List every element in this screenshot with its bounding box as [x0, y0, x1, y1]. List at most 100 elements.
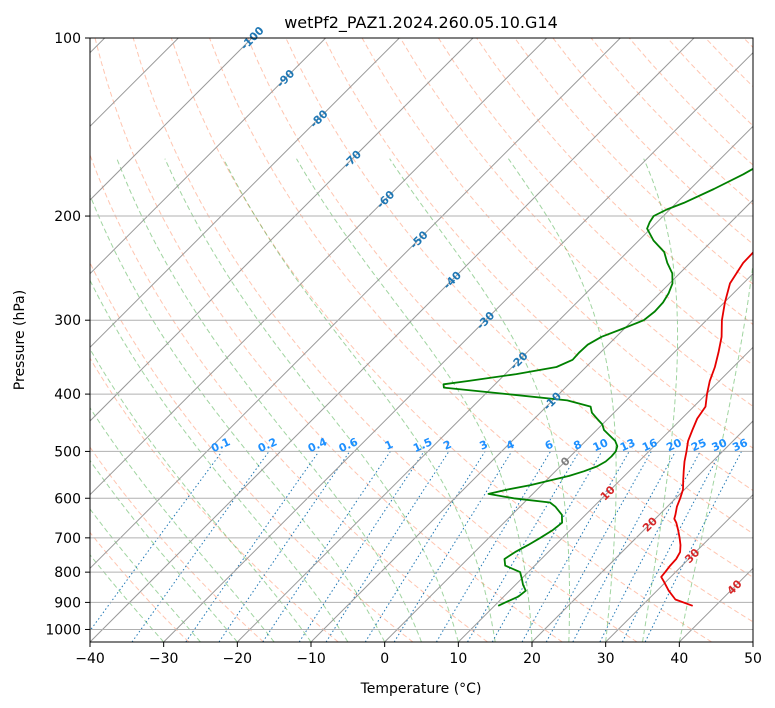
isotherm-line: [531, 420, 753, 642]
y-tick-label: 100: [54, 31, 81, 47]
dry-adiabat: [247, 38, 753, 578]
mixing-ratio-line: [325, 451, 450, 642]
grid: [90, 38, 753, 642]
mixing-ratio-label: 30: [710, 436, 730, 454]
x-axis: −40 −30 −20 −10 0 10 20 30 40 50: [75, 642, 762, 667]
temperature-line: [660, 251, 753, 607]
mixing-ratio-label: 20: [664, 436, 684, 454]
mixing-ratio-line: [90, 451, 223, 632]
y-tick-label: 900: [54, 595, 81, 611]
isoline-labels: 0.1 0.2 0.4 0.6 1 1.5 2 3 4 6 8 10 13 16 20 25 30 36-100-…: [209, 24, 750, 598]
x-tick-label: −40: [75, 651, 105, 667]
chart-title: wetPf2_PAZ1.2024.260.05.10.G14: [284, 13, 558, 33]
moist-adiabat: [678, 260, 753, 642]
isotherm-line: [90, 38, 474, 422]
isotherm-line: [236, 125, 753, 642]
isotherm-line: [90, 38, 548, 496]
moist-adiabat: [90, 554, 165, 642]
dry-adiabat: [209, 38, 753, 623]
mixing-ratio-line: [599, 451, 701, 642]
y-axis: 100 200 300 400 500 600 700 800 900 1000: [45, 31, 90, 638]
y-tick-label: 1000: [45, 622, 81, 638]
dry-adiabat: [90, 446, 264, 642]
x-tick-label: −10: [296, 651, 326, 667]
dry-adiabat: [437, 38, 753, 366]
mixing-ratio-line: [185, 451, 320, 642]
mixing-ratio-label: 0.6: [337, 435, 360, 455]
mixing-ratio-label: 1: [383, 438, 395, 453]
mixing-ratio-line: [621, 451, 722, 642]
x-tick-label: 30: [597, 651, 615, 667]
dry-adiabat: [132, 38, 638, 642]
moist-adiabat: [507, 158, 617, 642]
mixing-ratio-label: 10: [591, 436, 611, 454]
y-tick-label: 400: [54, 387, 81, 403]
mixing-ratio-label: 16: [640, 436, 660, 454]
y-tick-label: 800: [54, 565, 81, 581]
isotherm-line: [90, 38, 327, 275]
mixing-ratio-line: [262, 451, 391, 642]
dry-adiabat: [90, 531, 190, 642]
x-tick-label: 10: [449, 651, 467, 667]
mixing-ratio-label: 2: [441, 438, 453, 453]
mixing-ratio-label: 0.1: [209, 435, 232, 455]
x-tick-label: 50: [744, 651, 762, 667]
mixing-ratio-line: [435, 451, 552, 642]
isotherm-line: [605, 493, 753, 642]
isotherm-line: [90, 38, 695, 642]
isotherm-label: -90: [274, 67, 297, 90]
isotherm-line: [90, 38, 400, 349]
y-tick-label: 600: [54, 491, 81, 507]
mixing-ratio-line: [572, 451, 676, 642]
moist-adiabat: [90, 279, 349, 642]
mixing-ratio-line: [545, 451, 652, 642]
mixing-ratio-label: 1.5: [411, 435, 434, 455]
dry-adiabat: [590, 38, 753, 206]
mixing-ratio-line: [644, 451, 742, 642]
dry-adiabat: [743, 38, 753, 49]
mixing-ratio-label: 0.4: [306, 435, 329, 455]
isotherm-label: -70: [341, 147, 364, 170]
isotherm-line: [163, 51, 753, 642]
x-tick-label: 0: [380, 651, 389, 667]
y-tick-label: 200: [54, 209, 81, 225]
moist-adiabat: [90, 406, 275, 642]
mixing-ratio-label: 25: [689, 436, 708, 454]
y-tick-label: 500: [54, 444, 81, 460]
x-tick-label: −30: [149, 651, 179, 667]
y-tick-label: 300: [54, 313, 81, 329]
plot-frame: [89, 37, 754, 643]
mixing-ratio-label: 0.2: [256, 435, 279, 455]
isotherm-line: [384, 272, 753, 642]
isotherm-line: [90, 38, 621, 570]
background-lines: [90, 38, 753, 642]
dry-adiabat: [323, 38, 753, 492]
isotherm-line: [90, 38, 253, 201]
dry-adiabat: [90, 261, 414, 642]
dry-adiabat: [705, 38, 753, 88]
isotherm-line: [457, 346, 753, 642]
dewpoint-line: [442, 167, 753, 607]
dry-adiabat: [94, 38, 563, 642]
moist-adiabat: [90, 459, 238, 642]
mixing-ratio-line: [298, 451, 425, 642]
dry-adiabat: [90, 357, 339, 642]
isotherm-line: [752, 641, 753, 642]
dry-adiabat: [90, 153, 488, 642]
mixing-ratio-label: 36: [730, 436, 750, 454]
x-tick-label: 40: [670, 651, 688, 667]
mixing-ratio-line: [218, 451, 351, 642]
dry-adiabat: [170, 38, 712, 642]
y-axis-label: Pressure (hPa): [12, 290, 28, 390]
x-axis-label: Temperature (°C): [360, 681, 482, 697]
isotherm-line: [310, 199, 753, 642]
mixing-ratio-line: [521, 451, 630, 642]
dry-adiabat: [514, 38, 753, 285]
mixing-ratio-line: [393, 451, 513, 642]
dry-adiabat: [399, 38, 753, 408]
profile-series: [442, 167, 753, 607]
y-tick-label: 700: [54, 531, 81, 547]
x-tick-label: −20: [223, 651, 253, 667]
mixing-ratio-label: 13: [618, 436, 637, 454]
